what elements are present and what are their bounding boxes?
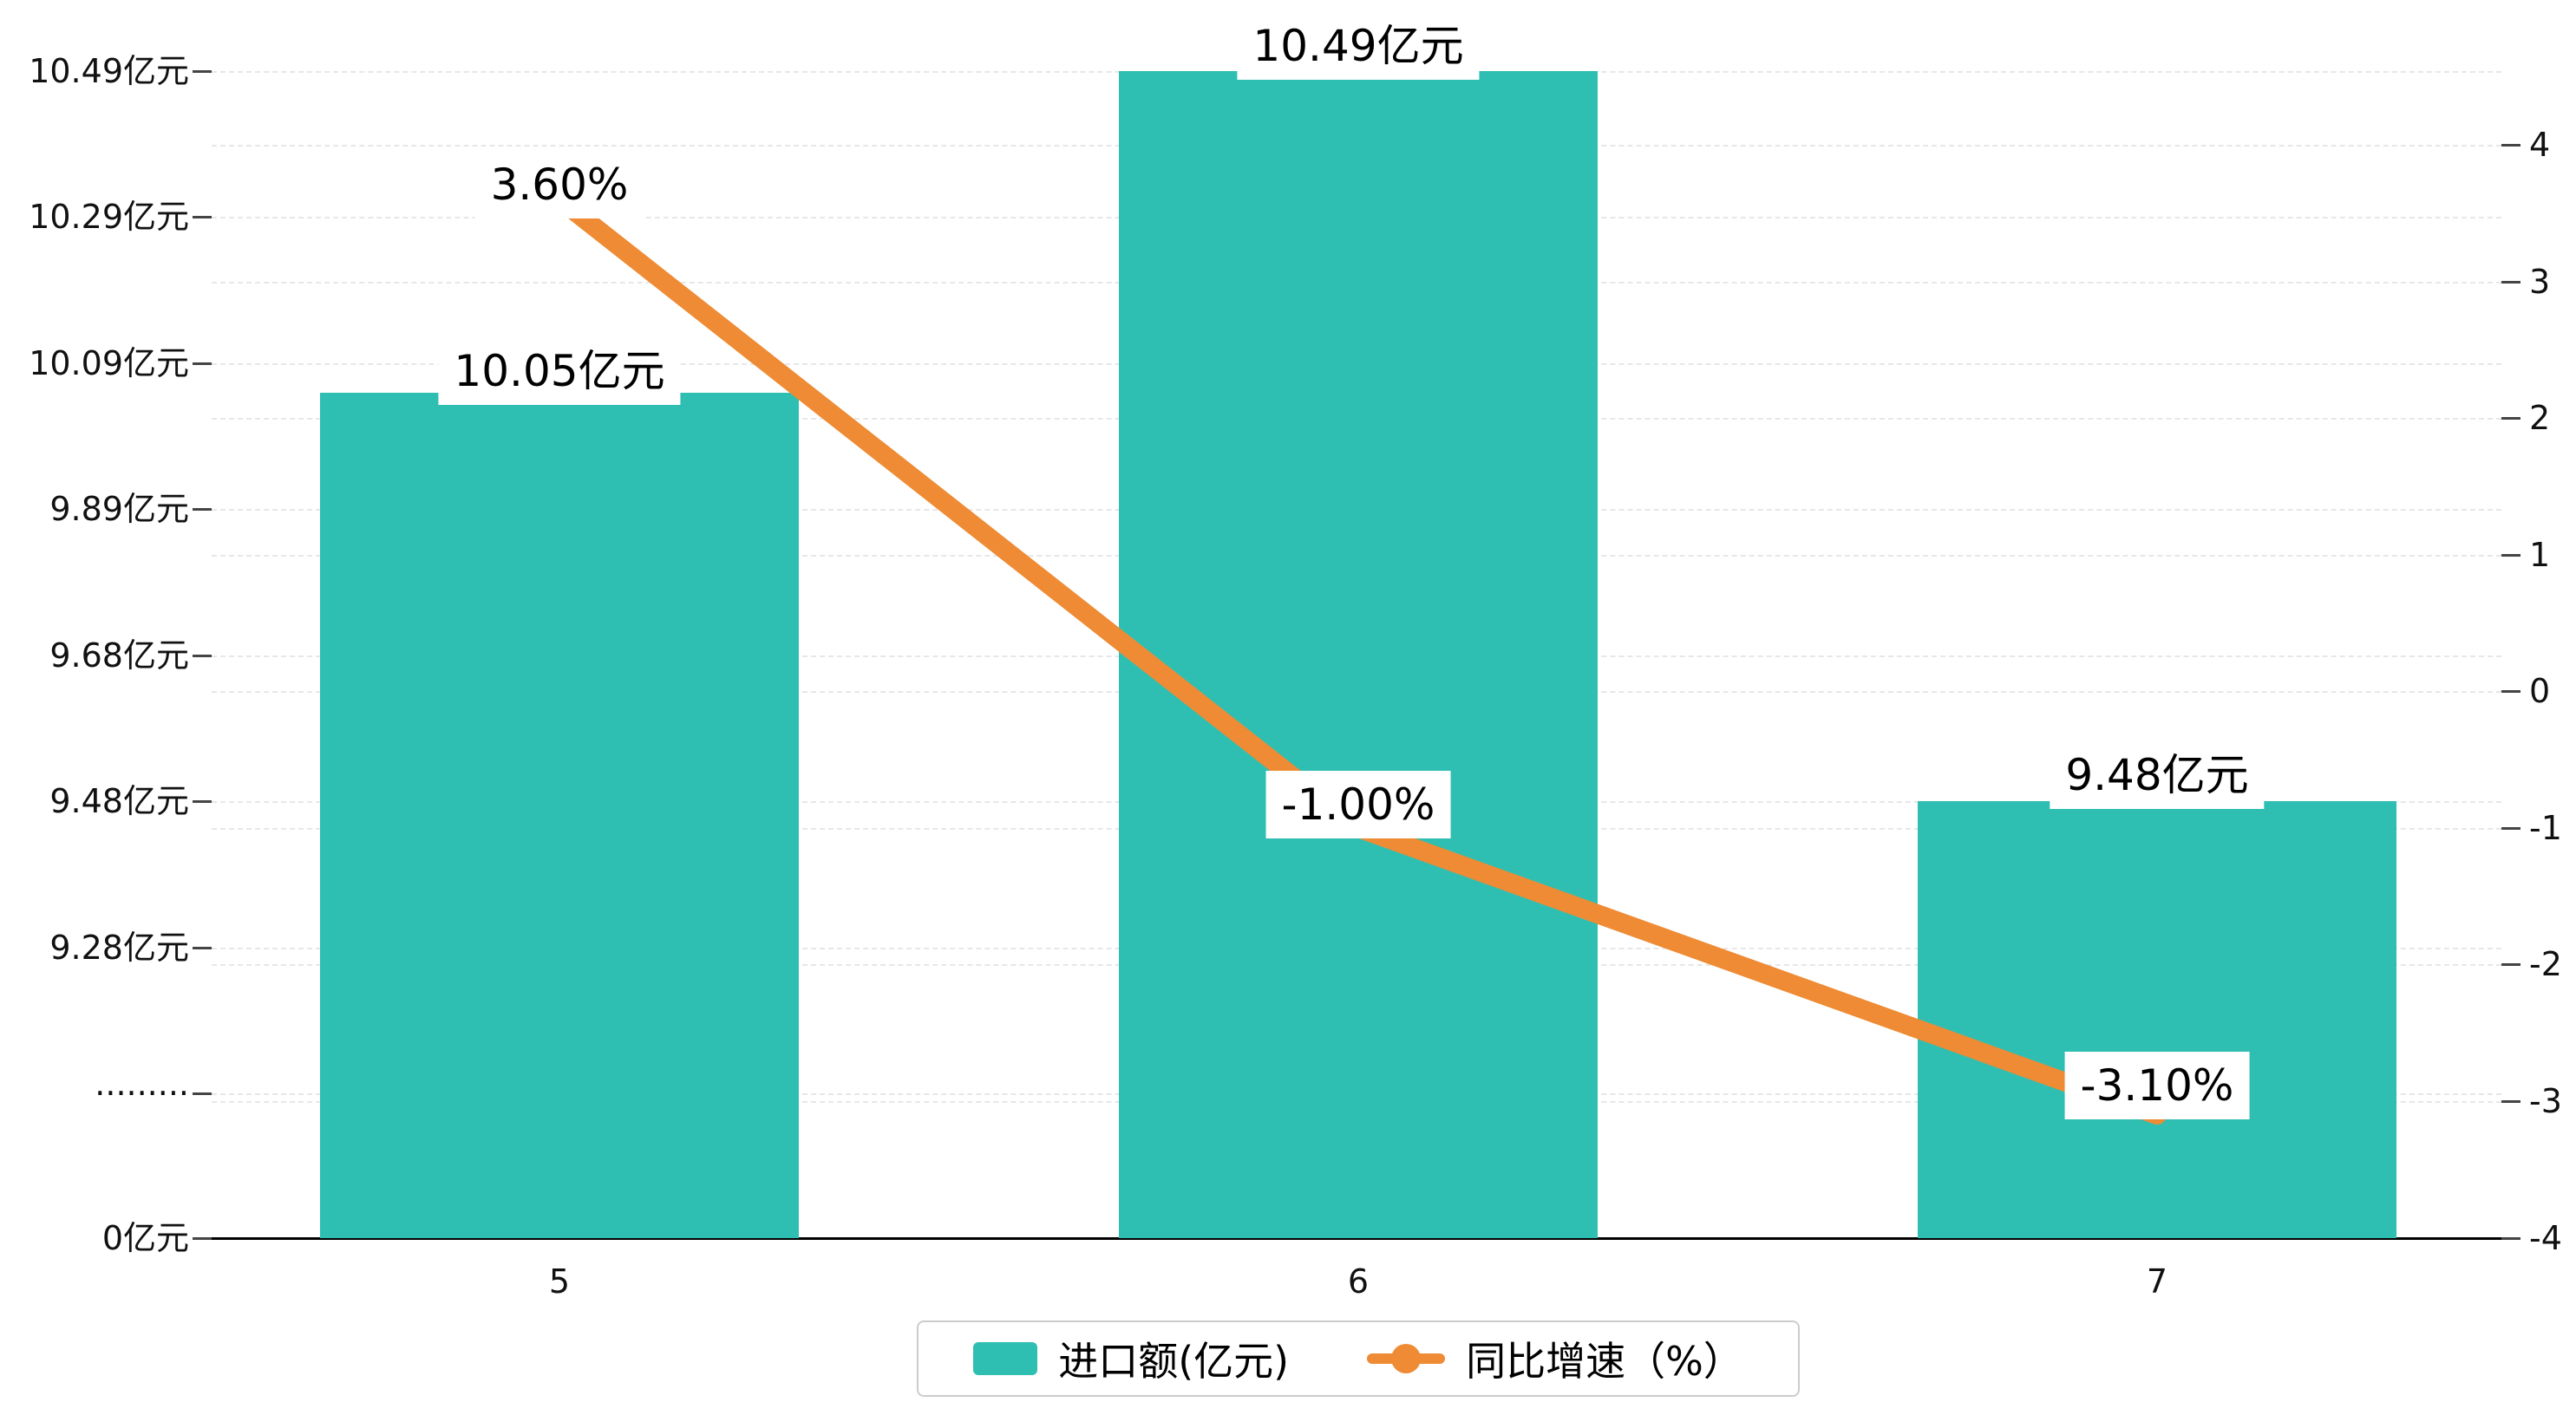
y2-axis-label: 4 <box>2529 126 2551 164</box>
legend-label-import-value: 进口额(亿元) <box>1058 1338 1290 1385</box>
line-value-label: -3.10% <box>2064 1052 2250 1119</box>
bar-value-label: 10.05亿元 <box>438 337 681 405</box>
y-axis-tick <box>193 800 212 803</box>
y-axis-label: 10.29亿元 <box>29 198 189 236</box>
y-axis-label: 9.28亿元 <box>49 929 189 967</box>
y2-axis-tick <box>2501 1237 2520 1240</box>
y2-axis-tick <box>2501 690 2520 693</box>
x-axis-label: 5 <box>548 1262 571 1301</box>
y-axis-label: 9.48亿元 <box>49 782 189 820</box>
legend: 进口额(亿元) 同比增速（%） <box>917 1320 1800 1397</box>
y-axis-tick <box>193 1237 212 1240</box>
bar-swatch-icon <box>973 1342 1038 1375</box>
line-value-label: -1.00% <box>1265 771 1451 838</box>
bar-month-5 <box>320 393 799 1238</box>
y2-axis-tick <box>2501 144 2520 147</box>
y-axis-label: 9.68亿元 <box>49 636 189 675</box>
y2-axis-label: 1 <box>2529 536 2551 574</box>
legend-item-import-value[interactable]: 进口额(亿元) <box>973 1330 1289 1387</box>
y2-axis-tick <box>2501 827 2520 830</box>
x-axis-line <box>212 1237 2501 1240</box>
y2-axis-label: -2 <box>2529 945 2562 983</box>
y2-axis-label: 0 <box>2529 672 2551 710</box>
y-axis-tick <box>193 362 212 365</box>
y-axis-break-dots: ········· <box>95 1074 189 1112</box>
y-axis-tick <box>193 947 212 949</box>
y2-axis-label: -3 <box>2529 1082 2562 1120</box>
y-axis-tick <box>193 1092 212 1095</box>
bar-value-label: 10.49亿元 <box>1237 12 1480 80</box>
line-swatch-icon <box>1367 1341 1446 1376</box>
y-axis-tick <box>193 655 212 657</box>
y2-axis-label: 2 <box>2529 399 2551 437</box>
y-axis-tick <box>193 508 212 511</box>
bar-month-6 <box>1119 71 1598 1238</box>
x-axis-label: 7 <box>2146 1262 2168 1301</box>
y-axis-label: 9.89亿元 <box>49 490 189 528</box>
x-axis-label: 6 <box>1347 1262 1370 1301</box>
bar-month-7 <box>1918 801 2396 1238</box>
y2-axis-label: 3 <box>2529 263 2551 301</box>
y-axis-tick <box>193 70 212 73</box>
y2-axis-tick <box>2501 1100 2520 1103</box>
y2-axis-tick <box>2501 963 2520 966</box>
y-axis-label: 10.09亿元 <box>29 344 189 382</box>
bar-value-label: 9.48亿元 <box>2050 741 2265 809</box>
y2-axis-tick <box>2501 281 2520 284</box>
y2-axis-tick <box>2501 554 2520 557</box>
line-value-label: 3.60% <box>474 151 644 218</box>
y2-axis-tick <box>2501 417 2520 420</box>
y2-axis-label: -4 <box>2529 1219 2562 1257</box>
legend-label-yoy-growth: 同比增速（%） <box>1466 1338 1743 1385</box>
legend-item-yoy-growth[interactable]: 同比增速（%） <box>1367 1330 1743 1387</box>
y2-axis-label: -1 <box>2529 809 2562 847</box>
y-axis-label: 0亿元 <box>101 1219 189 1257</box>
y-axis-label: 10.49亿元 <box>29 52 189 90</box>
y-axis-tick <box>193 216 212 218</box>
